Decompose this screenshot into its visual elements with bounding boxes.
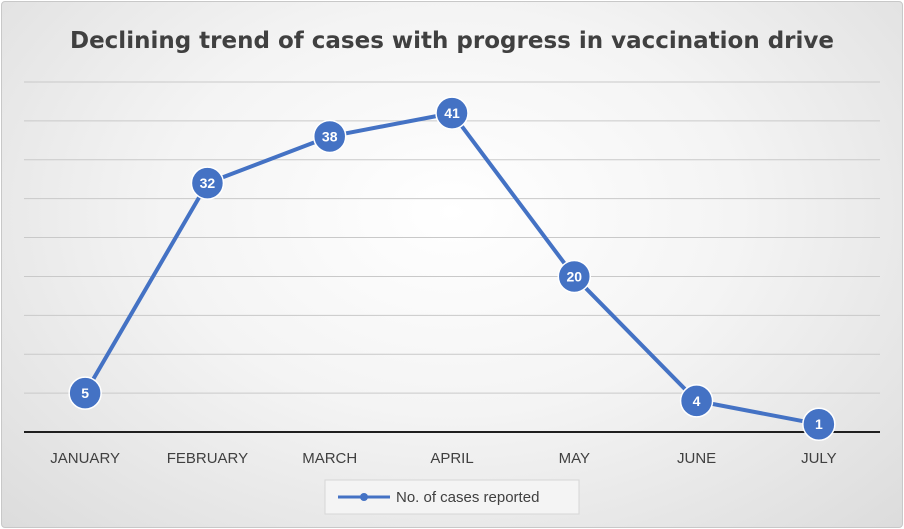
x-axis-ticks: JANUARY FEBRUARY MARCH APRIL MAY JUNE JULY (50, 450, 836, 467)
x-tick-label: MARCH (302, 450, 357, 467)
data-point-marker (557, 259, 592, 294)
data-point-marker (190, 166, 225, 200)
legend-marker-swatch (360, 493, 368, 501)
x-tick-label: FEBRUARY (167, 450, 248, 467)
x-tick-label: JULY (801, 450, 837, 467)
legend: No. of cases reported (324, 479, 580, 515)
data-point-marker (68, 376, 102, 410)
data-point-marker (435, 96, 469, 130)
x-tick-label: JANUARY (50, 450, 120, 467)
data-label: 1 (815, 416, 823, 432)
data-point-marker (312, 119, 347, 154)
x-tick-label: MAY (559, 450, 590, 467)
chart-title: Declining trend of cases with progress i… (70, 28, 834, 54)
x-tick-label: JUNE (677, 450, 716, 467)
data-label: 32 (200, 175, 216, 191)
data-label: 38 (322, 128, 338, 144)
data-point-marker (679, 384, 714, 418)
x-tick-label: APRIL (430, 450, 473, 467)
data-point-marker (802, 407, 836, 441)
data-label: 4 (693, 393, 701, 409)
data-label: 20 (566, 268, 582, 284)
gridlines (24, 81, 880, 394)
data-label: 41 (444, 105, 460, 121)
legend-label: No. of cases reported (396, 489, 539, 506)
data-label: 5 (81, 385, 89, 401)
